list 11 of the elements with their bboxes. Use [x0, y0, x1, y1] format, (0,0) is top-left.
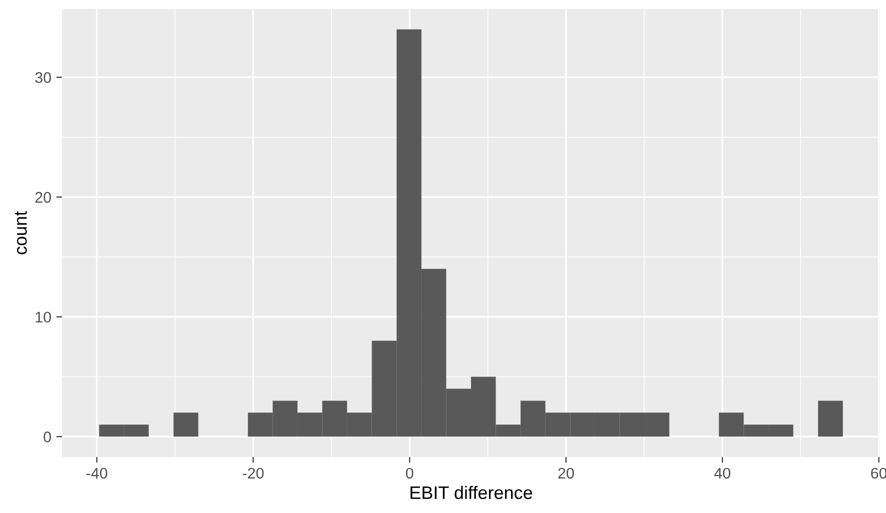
- x-tick-label: -40: [86, 468, 108, 479]
- x-tick-label: -20: [242, 468, 264, 479]
- x-axis-title: EBIT difference: [410, 486, 532, 500]
- y-axis-title: count: [15, 211, 27, 254]
- y-tick-label: 10: [36, 312, 51, 323]
- x-tick-label: 20: [558, 468, 574, 479]
- x-tick-label: 40: [714, 468, 730, 479]
- y-tick-label: 30: [35, 72, 51, 83]
- x-tick-label: 0: [406, 468, 414, 479]
- y-tick-label: 20: [35, 192, 51, 203]
- y-tick-label: 0: [44, 432, 51, 442]
